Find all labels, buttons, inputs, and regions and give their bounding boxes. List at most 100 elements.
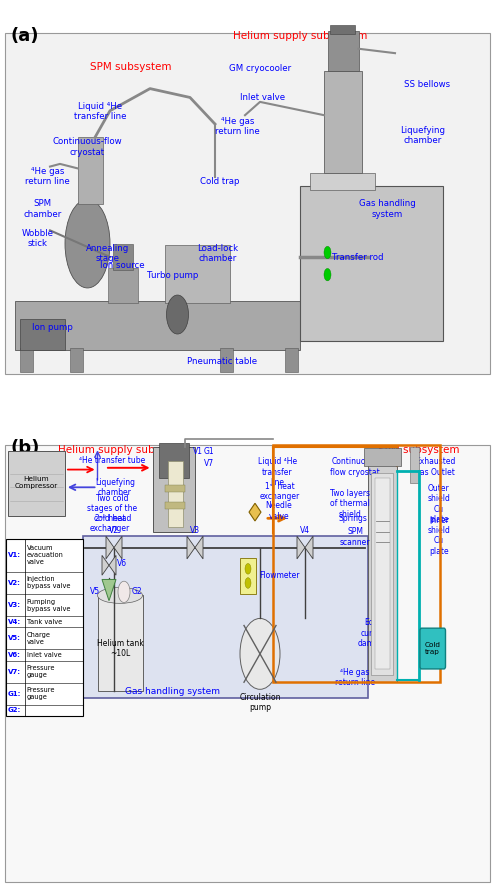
- Bar: [159, 443, 189, 478]
- Text: Helium supply subsystem: Helium supply subsystem: [233, 31, 367, 41]
- Text: GM cryocooler: GM cryocooler: [229, 64, 291, 73]
- Text: Wobble
stick: Wobble stick: [22, 229, 54, 248]
- Text: V4:: V4:: [8, 618, 20, 625]
- Bar: [8, 451, 65, 516]
- Bar: [300, 186, 442, 341]
- Circle shape: [240, 618, 280, 689]
- Circle shape: [245, 578, 251, 588]
- Polygon shape: [305, 536, 313, 559]
- Bar: [324, 71, 362, 173]
- Bar: [78, 137, 102, 204]
- Polygon shape: [102, 556, 109, 575]
- Text: G2:: G2:: [8, 707, 21, 713]
- Text: Inlet valve: Inlet valve: [26, 652, 61, 658]
- Text: Needle
valve: Needle valve: [266, 501, 292, 521]
- Text: Two cold
stages of the
cold head: Two cold stages of the cold head: [88, 494, 138, 524]
- Text: Helium
Compressor: Helium Compressor: [14, 477, 58, 489]
- Text: Liquid ⁴He
transfer line: Liquid ⁴He transfer line: [74, 102, 126, 121]
- Text: ⁴He gas
return line: ⁴He gas return line: [25, 167, 70, 186]
- Text: Ion pump: Ion pump: [32, 323, 73, 332]
- Text: Circulation
pump: Circulation pump: [240, 693, 281, 712]
- Bar: [6, 539, 82, 716]
- Text: Load-lock
chamber: Load-lock chamber: [197, 244, 238, 263]
- Text: Pneumatic table: Pneumatic table: [188, 357, 258, 366]
- Circle shape: [166, 295, 188, 334]
- Text: Gas handling system: Gas handling system: [125, 688, 220, 696]
- Bar: [5, 33, 490, 374]
- Text: Helium tank
~10L: Helium tank ~10L: [96, 639, 144, 658]
- Ellipse shape: [98, 587, 142, 603]
- Circle shape: [118, 581, 130, 602]
- Text: Pressure
gauge: Pressure gauge: [26, 665, 55, 678]
- Text: G1: G1: [204, 447, 214, 456]
- Text: Transfer rod: Transfer rod: [332, 253, 384, 261]
- Text: Helium supply subsystem: Helium supply subsystem: [58, 445, 192, 455]
- Bar: [374, 478, 390, 669]
- Text: G1:: G1:: [8, 691, 21, 696]
- Bar: [20, 348, 32, 372]
- Polygon shape: [187, 536, 195, 559]
- Bar: [70, 348, 82, 372]
- Bar: [5, 445, 490, 882]
- Bar: [285, 348, 298, 372]
- Circle shape: [245, 563, 251, 574]
- Text: Cold trap: Cold trap: [200, 177, 240, 186]
- Bar: [410, 447, 419, 483]
- Circle shape: [324, 246, 331, 259]
- Text: 2ⁿᵈ heat
exchanger: 2ⁿᵈ heat exchanger: [90, 514, 130, 533]
- Bar: [220, 348, 232, 372]
- Text: V5: V5: [90, 587, 100, 596]
- Polygon shape: [297, 536, 305, 559]
- Text: V6: V6: [116, 559, 126, 568]
- Bar: [310, 173, 375, 190]
- Bar: [240, 558, 256, 594]
- Text: Continuous-flow
cryostat: Continuous-flow cryostat: [52, 137, 122, 157]
- Bar: [112, 244, 132, 270]
- Text: Cold
trap: Cold trap: [424, 642, 440, 655]
- Polygon shape: [102, 579, 116, 601]
- Polygon shape: [109, 556, 116, 575]
- Bar: [98, 595, 142, 691]
- Text: V4: V4: [300, 526, 310, 535]
- Polygon shape: [249, 503, 261, 521]
- Bar: [368, 465, 396, 682]
- Text: 1ˢᵗ heat
exchanger: 1ˢᵗ heat exchanger: [260, 482, 300, 501]
- Bar: [371, 473, 393, 675]
- Bar: [328, 31, 358, 71]
- Text: V1: V1: [192, 447, 202, 456]
- Text: V3: V3: [190, 526, 200, 535]
- Bar: [330, 25, 355, 34]
- Text: ⁴He gas
return line: ⁴He gas return line: [215, 117, 260, 136]
- Text: Vacuum
evacuation
valve: Vacuum evacuation valve: [26, 545, 64, 565]
- Bar: [168, 461, 182, 527]
- Bar: [152, 447, 195, 532]
- Bar: [20, 319, 65, 350]
- Text: ⁴He transfer tube: ⁴He transfer tube: [80, 456, 146, 465]
- Text: Liquefying
chamber: Liquefying chamber: [95, 478, 135, 497]
- Text: Pumping
bypass valve: Pumping bypass valve: [26, 599, 70, 611]
- Polygon shape: [114, 536, 122, 559]
- Text: Liquefying
chamber: Liquefying chamber: [400, 126, 445, 145]
- Text: Springs: Springs: [338, 514, 367, 523]
- Text: SS bellows: SS bellows: [404, 80, 450, 89]
- Text: Outer
shield
Cu
plate: Outer shield Cu plate: [428, 484, 450, 524]
- Text: V3:: V3:: [8, 602, 20, 608]
- Text: Annealing
stage: Annealing stage: [86, 244, 129, 263]
- Bar: [364, 448, 401, 466]
- Text: Exhausted
gas Outlet: Exhausted gas Outlet: [415, 457, 455, 477]
- Circle shape: [324, 268, 331, 281]
- Bar: [108, 268, 138, 303]
- Text: (b): (b): [10, 439, 40, 456]
- Text: Gas handling
system: Gas handling system: [359, 199, 416, 219]
- FancyBboxPatch shape: [420, 628, 446, 669]
- Text: V5:: V5:: [8, 635, 20, 641]
- Text: Injection
bypass valve: Injection bypass valve: [26, 577, 70, 589]
- Text: V7:: V7:: [8, 669, 20, 674]
- Bar: [15, 301, 300, 350]
- Text: Pressure
gauge: Pressure gauge: [26, 688, 55, 700]
- Text: ⁴He gas
return line: ⁴He gas return line: [335, 668, 375, 688]
- Text: Ion source: Ion source: [100, 261, 145, 270]
- Text: SPM subsystem: SPM subsystem: [90, 62, 172, 72]
- Bar: [165, 245, 230, 303]
- Text: V1:: V1:: [8, 552, 20, 558]
